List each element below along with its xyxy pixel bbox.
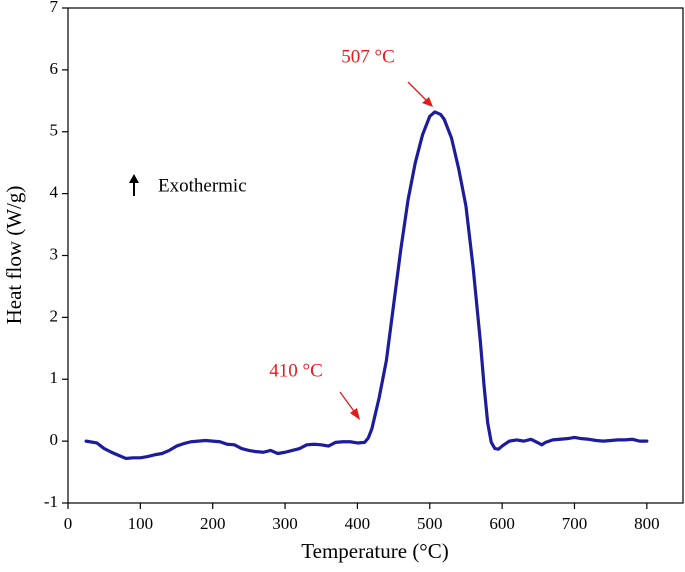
exo-arrow <box>129 174 139 196</box>
arrow-head <box>129 174 139 183</box>
arrows <box>339 81 433 420</box>
annotation: Exothermic <box>158 175 247 196</box>
x-tick-label: 500 <box>417 514 443 533</box>
arrow <box>339 391 357 415</box>
x-tick-label: 100 <box>128 514 154 533</box>
arrow-head <box>422 97 433 107</box>
x-tick-label: 400 <box>345 514 371 533</box>
data-line <box>84 110 649 461</box>
x-axis-label: Temperature (°C) <box>301 539 448 563</box>
annotation: 507 °C <box>341 46 395 67</box>
y-tick-label: 6 <box>50 59 59 78</box>
y-tick-label: 0 <box>50 430 59 449</box>
y-tick-label: 3 <box>50 244 59 263</box>
y-tick-label: 1 <box>50 368 59 387</box>
arrow-head <box>350 408 360 420</box>
y-tick-label: 4 <box>50 183 59 202</box>
x-tick-label: 600 <box>489 514 515 533</box>
x-tick-label: 0 <box>64 514 73 533</box>
y-tick-label: 5 <box>50 121 59 140</box>
plot-frame <box>67 7 684 504</box>
x-tick-label: 700 <box>562 514 588 533</box>
y-tick-label: -1 <box>44 492 58 511</box>
y-tick-label: 2 <box>50 306 59 325</box>
x-tick-label: 300 <box>272 514 298 533</box>
y-tick-label: 7 <box>50 0 59 16</box>
x-tick-label: 800 <box>634 514 660 533</box>
arrow <box>407 81 429 103</box>
x-tick-label: 200 <box>200 514 226 533</box>
annotation: 410 °C <box>269 360 323 381</box>
y-axis-label: Heat flow (W/g) <box>2 186 26 325</box>
